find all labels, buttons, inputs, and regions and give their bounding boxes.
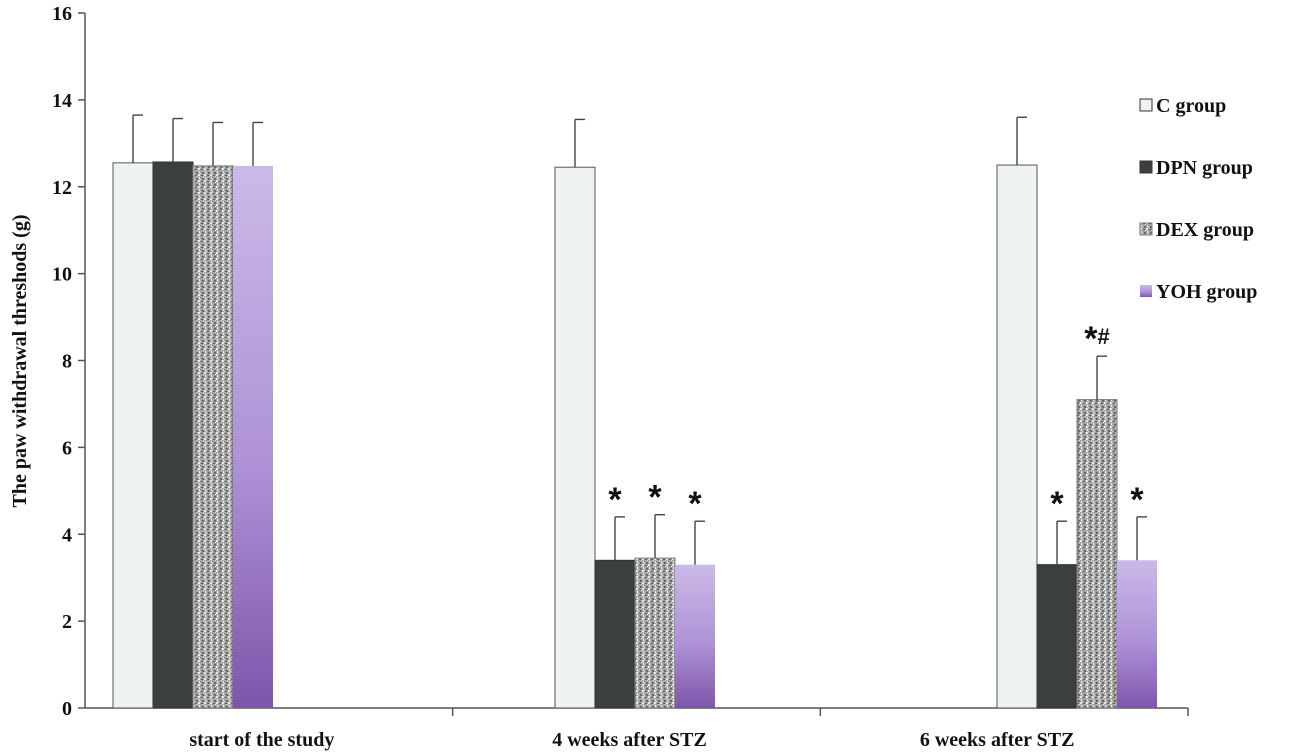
legend-swatch xyxy=(1139,160,1153,174)
y-tick-label: 6 xyxy=(62,437,72,459)
legend-label: DPN group xyxy=(1156,157,1253,179)
significance-mark: * xyxy=(608,481,622,519)
y-axis-label: The paw withdrawal threshods (g) xyxy=(9,215,31,508)
bar-dpn-group xyxy=(152,161,194,709)
x-tick-label: 4 weeks after STZ xyxy=(552,729,707,751)
significance-mark: * xyxy=(1130,481,1144,519)
y-tick-label: 2 xyxy=(62,611,72,633)
x-tick-label: 6 weeks after STZ xyxy=(920,729,1075,751)
bar-dex-group xyxy=(634,557,676,709)
bar-c-group xyxy=(554,166,596,709)
legend-swatch xyxy=(1139,98,1153,112)
y-tick-label: 8 xyxy=(62,351,72,373)
x-tick-label: start of the study xyxy=(189,729,334,751)
bar-yoh-group xyxy=(1117,560,1157,708)
legend-swatch xyxy=(1139,222,1153,236)
bar-dex-group xyxy=(192,165,234,709)
significance-mark: * xyxy=(648,479,662,517)
y-tick-label: 4 xyxy=(62,524,72,546)
y-tick-label: 0 xyxy=(62,698,72,720)
bar-c-group xyxy=(996,164,1038,709)
y-tick-label: 10 xyxy=(52,264,72,286)
y-tick-label: 14 xyxy=(52,90,72,112)
legend-label: YOH group xyxy=(1156,281,1257,303)
legend-label: DEX group xyxy=(1156,219,1254,241)
bar-yoh-group xyxy=(233,165,273,708)
bar-c-group xyxy=(112,162,154,709)
bar-dpn-group xyxy=(594,559,636,709)
legend-label: C group xyxy=(1156,95,1226,117)
legend-swatch xyxy=(1140,285,1152,297)
significance-mark: * xyxy=(688,485,702,523)
y-tick-label: 12 xyxy=(52,177,72,199)
y-tick-label: 16 xyxy=(52,3,72,25)
significance-mark: * xyxy=(1050,485,1064,523)
bar-dex-group xyxy=(1076,399,1118,709)
significance-mark: *# xyxy=(1084,320,1109,358)
bar-dpn-group xyxy=(1036,564,1078,709)
bar-yoh-group xyxy=(675,564,715,708)
